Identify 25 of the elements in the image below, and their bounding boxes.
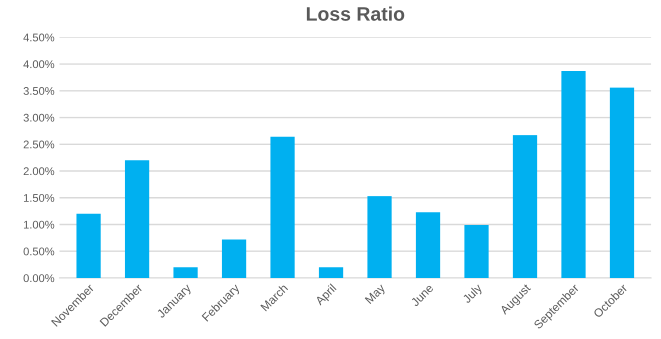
bar [173, 267, 198, 278]
y-tick-label: 4.00% [23, 60, 54, 68]
chart-title: Loss Ratio [306, 6, 404, 21]
x-tick-label: July [462, 282, 484, 306]
bar [610, 88, 634, 278]
y-tick-label: 2.00% [24, 167, 54, 176]
bar [416, 212, 440, 278]
y-tick-label: 3.00% [24, 114, 54, 122]
bar [318, 267, 344, 278]
x-tick-label: May [364, 283, 388, 306]
bar [76, 214, 101, 278]
bar [270, 136, 295, 278]
y-tick-label: 1.00% [24, 220, 54, 229]
bar [367, 196, 392, 278]
bar [124, 160, 150, 278]
bar [512, 135, 538, 278]
y-tick-label: 3.50% [24, 87, 54, 95]
bar [464, 225, 489, 278]
bar [222, 239, 246, 278]
y-tick-label: 0.50% [24, 248, 54, 256]
y-tick-label: 1.50% [24, 194, 54, 202]
bar [561, 70, 586, 278]
y-tick-label: 2.50% [24, 140, 54, 148]
y-tick-label: 4.50% [23, 34, 54, 42]
y-tick-label: 0.00% [24, 274, 54, 282]
